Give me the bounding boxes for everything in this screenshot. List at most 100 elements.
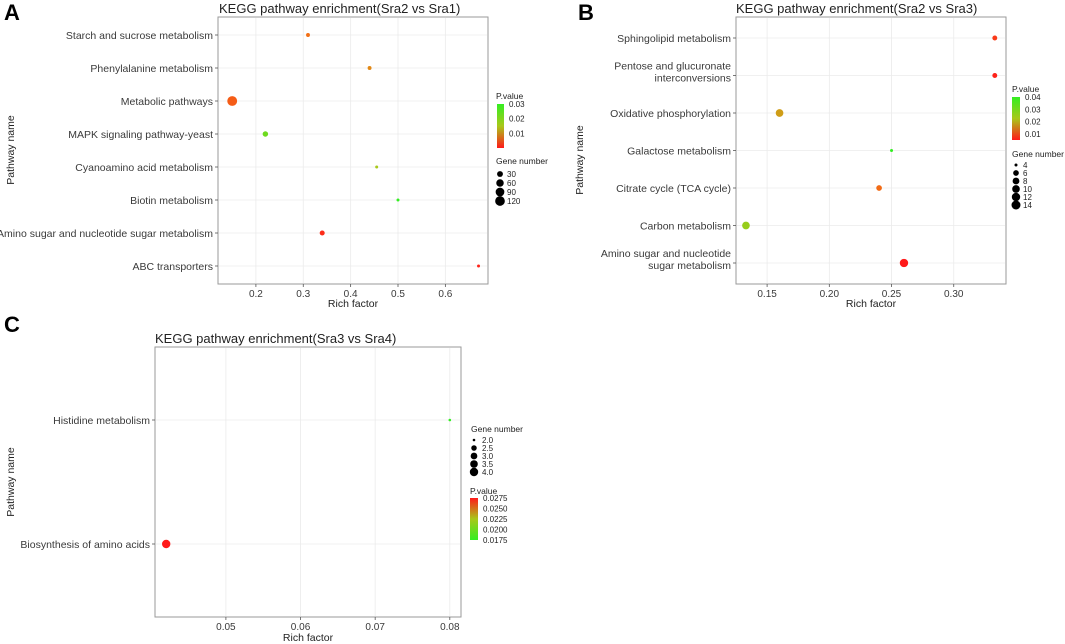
legend-gene-dot [497, 171, 503, 177]
data-point [775, 109, 784, 117]
y-category-label: Phenylalanine metabolism [90, 63, 213, 75]
data-point [890, 149, 894, 152]
y-category-label: Sphingolipid metabolism [617, 33, 731, 45]
legend-gene-c: Gene number 2.02.53.03.54.0 [469, 424, 523, 477]
legend-gene-dot [1011, 192, 1021, 202]
data-point [899, 258, 909, 268]
data-point [375, 165, 379, 169]
y-category-label: Galactose metabolism [627, 146, 731, 158]
legend-gene-title-b: Gene number [1012, 149, 1064, 159]
legend-pvalue-label: 0.02 [509, 115, 525, 124]
y-axis-title-a: Pathway name [5, 115, 17, 185]
y-category-label: Amino sugar and nucleotide sugar metabol… [0, 228, 213, 240]
data-point [262, 131, 269, 137]
legend-gene-dot [1011, 200, 1021, 210]
x-ticks-a: 0.2 0.3 0.4 0.5 0.6 [249, 284, 453, 300]
legend-pvalue-label: 0.0250 [483, 505, 508, 514]
legend-pvalue-a: P.value 0.03 0.02 0.01 [496, 91, 525, 148]
y-category-label: Citrate cycle (TCA cycle) [616, 183, 731, 195]
legend-gene-label: 10 [1023, 185, 1032, 194]
x-tick-label: 0.3 [296, 289, 310, 300]
legend-pvalue-label: 0.03 [509, 100, 525, 109]
data-point [227, 96, 238, 106]
data-point [742, 221, 750, 230]
legend-gene-label: 4 [1023, 161, 1028, 170]
y-axis-title-b: Pathway name [574, 125, 586, 195]
data-point [448, 418, 452, 422]
legend-gene-label: 6 [1023, 169, 1028, 178]
legend-gene-label: 2.5 [482, 444, 494, 453]
legend-pvalue-b: P.value 0.04 0.03 0.02 0.01 [1012, 84, 1041, 140]
legend-gene-dot [1013, 170, 1019, 176]
legend-pvalue-title-c: P.value [470, 486, 498, 496]
x-tick-label: 0.06 [291, 622, 311, 633]
y-categories-c: Histidine metabolism Biosynthesis of amin… [20, 415, 155, 551]
grid-a [219, 18, 487, 283]
legend-gene-label: 90 [507, 188, 516, 197]
data-point [992, 35, 998, 41]
x-tick-label: 0.6 [438, 289, 452, 300]
y-category-label: Biotin metabolism [130, 195, 213, 207]
points-a [227, 33, 481, 268]
legend-gene-label: 2.0 [482, 436, 494, 445]
legend-pvalue-label: 0.01 [1025, 130, 1041, 139]
x-tick-label: 0.20 [820, 289, 840, 300]
chart-title-a: KEGG pathway enrichment(Sra2 vs Sra1) [219, 1, 460, 16]
x-tick-label: 0.25 [882, 289, 902, 300]
y-category-label: Pentose and glucuronate interconversions [614, 61, 731, 85]
legend-gene-dot [470, 460, 478, 468]
data-point [306, 33, 310, 37]
x-axis-title-b: Rich factor [846, 298, 897, 310]
legend-gene-label: 12 [1023, 193, 1032, 202]
legend-gene-dot [471, 445, 477, 451]
x-axis-title-c: Rich factor [283, 632, 334, 644]
y-category-label: Metabolic pathways [121, 96, 213, 108]
y-category-label: Oxidative phosphorylation [610, 108, 731, 120]
y-category-label: Amino sugar and nucleotide sugar metaboli… [601, 248, 731, 272]
y-categories-a: Starch and sucrose metabolism Phenylalani… [0, 30, 218, 273]
panel-c: C KEGG pathway enrichment(Sra3 vs Sra4) … [4, 312, 523, 644]
legend-gene-dot [495, 196, 505, 206]
panel-a: A KEGG pathway enrichment(Sra2 vs Sra1) … [0, 0, 548, 310]
x-tick-label: 0.05 [216, 622, 236, 633]
y-category-label: MAPK signaling pathway-yeast [68, 129, 213, 141]
x-tick-label: 0.08 [440, 622, 460, 633]
y-category-label: Cyanoamino acid metabolism [75, 162, 213, 174]
y-category-label-line: sugar metabolism [648, 260, 731, 272]
x-axis-title-a: Rich factor [328, 298, 379, 310]
points-b [742, 35, 998, 268]
y-category-label: ABC transporters [132, 261, 213, 273]
data-point [477, 264, 481, 268]
data-point [876, 185, 882, 191]
panel-letter-c: C [4, 312, 20, 337]
points-c [161, 418, 452, 549]
data-point [396, 198, 400, 202]
panel-letter-b: B [578, 0, 594, 25]
y-category-label: Carbon metabolism [640, 221, 731, 233]
legend-pvalue-label: 0.03 [1025, 105, 1041, 114]
legend-pvalue-label: 0.04 [1025, 93, 1041, 102]
y-category-label: Biosynthesis of amino acids [20, 539, 150, 551]
panel-letter-a: A [4, 0, 20, 25]
legend-gene-dot [496, 179, 504, 187]
legend-gene-dot [472, 438, 476, 442]
data-point [161, 539, 171, 549]
plot-area-c [154, 346, 462, 618]
plot-area-a [217, 16, 489, 285]
y-category-label: Starch and sucrose metabolism [66, 30, 213, 42]
legend-gene-title-c: Gene number [471, 424, 523, 434]
legend-gene-dot [1012, 177, 1020, 185]
legend-gene-title-a: Gene number [496, 156, 548, 166]
grid-c [156, 348, 460, 616]
legend-pvalue-label: 0.0200 [483, 526, 508, 535]
legend-pvalue-title-b: P.value [1012, 84, 1040, 94]
legend-colorbar-a [497, 104, 504, 148]
legend-gene-label: 3.0 [482, 452, 494, 461]
y-category-label-line: interconversions [655, 73, 731, 85]
data-point [992, 73, 998, 78]
y-category-label-line: Amino sugar and nucleotide [601, 248, 731, 260]
x-tick-label: 0.15 [757, 289, 777, 300]
